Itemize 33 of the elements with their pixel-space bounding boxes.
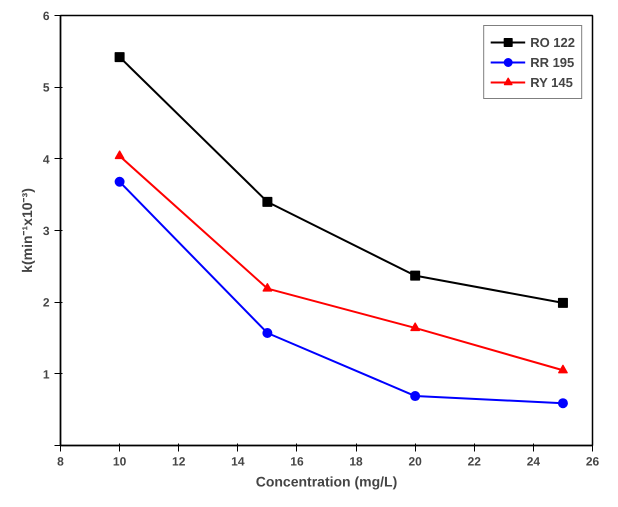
y-tick-label: 3 [42, 224, 50, 238]
x-tick-label: 20 [408, 454, 422, 468]
y-tick-label: 6 [42, 9, 50, 23]
x-tick-label: 22 [468, 454, 482, 468]
point [410, 391, 420, 402]
point [410, 270, 420, 281]
x-tick-label: 12 [172, 454, 186, 468]
point [558, 398, 568, 408]
point [262, 196, 272, 207]
y-tick-label: 4 [42, 152, 50, 166]
x-tick-label: 24 [526, 454, 540, 468]
point [114, 52, 125, 62]
point [262, 282, 272, 292]
x-tick-label: 8 [57, 454, 64, 468]
y-tick-label: 2 [42, 296, 50, 310]
point [262, 328, 272, 338]
x-tick-label: 10 [112, 454, 127, 468]
legend-label: RO 122 [530, 34, 575, 50]
legend-label: RY 145 [530, 74, 573, 90]
point [114, 176, 125, 187]
x-axis-title: Concentration (mg/L) [256, 474, 398, 490]
legend-label: RR 195 [530, 54, 574, 70]
x-tick-label: 26 [586, 454, 600, 468]
point [410, 322, 420, 332]
y-axis-title: k(min⁻¹x10⁻³) [18, 188, 35, 273]
point [114, 150, 125, 160]
x-tick-label: 18 [349, 454, 364, 468]
x-tick-label: 14 [231, 454, 245, 468]
y-tick-label: 1 [42, 367, 50, 382]
point [558, 298, 568, 308]
point [558, 364, 568, 374]
x-tick-label: 16 [290, 454, 304, 468]
y-tick-label: 5 [42, 80, 50, 95]
